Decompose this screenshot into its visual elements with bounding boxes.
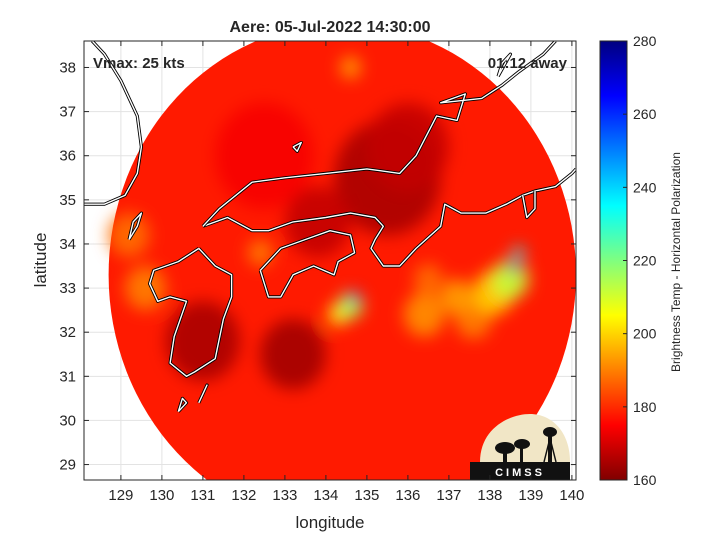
colorbar-ticks: 160 180 200 220 240 260 280	[623, 33, 657, 488]
time-offset-annotation: 01:12 away	[488, 55, 568, 72]
tb-feature	[340, 56, 361, 79]
tb-feature	[260, 318, 326, 390]
tb-feature	[125, 266, 166, 311]
tb-feature	[414, 263, 443, 295]
y-tick-label: 33	[59, 280, 76, 297]
x-axis-label: longitude	[295, 513, 364, 532]
x-tick-label: 131	[190, 487, 215, 504]
chart-title: Aere: 05-Jul-2022 14:30:00	[229, 19, 430, 36]
tb-feature	[512, 246, 525, 259]
y-axis-label: latitude	[31, 233, 50, 288]
colorbar	[599, 40, 628, 481]
x-tick-label: 138	[477, 487, 502, 504]
tb-feature	[491, 259, 529, 300]
coastline	[292, 141, 302, 152]
colorbar-tick-label: 180	[633, 399, 657, 415]
colorbar-tick-label: 200	[633, 326, 657, 342]
y-tick-label: 36	[59, 148, 76, 165]
colorbar-tick-label: 240	[633, 179, 657, 195]
convective-features	[108, 56, 529, 390]
tb-feature	[366, 102, 449, 192]
colorbar-tick-label: 260	[633, 106, 657, 122]
x-tick-label: 140	[559, 487, 584, 504]
coastline	[202, 168, 576, 267]
x-tick-label: 139	[518, 487, 543, 504]
coastline	[148, 247, 233, 377]
tb-feature	[215, 102, 314, 209]
coastline	[259, 230, 356, 298]
x-tick-label: 134	[313, 487, 338, 504]
tb-feature	[440, 279, 474, 315]
vmax-annotation: Vmax: 25 kts	[93, 55, 185, 72]
y-tick-label: 37	[59, 104, 76, 121]
x-tick-label: 130	[149, 487, 174, 504]
y-tick-label: 31	[59, 368, 76, 385]
axes-frame	[83, 40, 577, 481]
coastline	[177, 397, 188, 413]
colorbar-label: Brightness Temp - Horizontal Polarizatio…	[669, 152, 683, 372]
axis-ticks: 129 130 131 132 133 134 135 136 137 138 139 140 29 30…	[59, 41, 584, 504]
y-tick-label: 29	[59, 457, 76, 474]
x-tick-label: 132	[231, 487, 256, 504]
coastline	[128, 212, 143, 240]
y-tick-label: 34	[59, 236, 76, 253]
tb-feature	[403, 292, 445, 337]
cimss-logo-text: CIMSS	[495, 467, 545, 479]
colorbar-tick-label: 160	[633, 472, 657, 488]
coastline	[497, 53, 512, 77]
y-tick-label: 35	[59, 192, 76, 209]
tb-feature	[247, 239, 273, 267]
coastline	[198, 384, 208, 404]
colorbar-tick-label: 220	[633, 253, 657, 269]
y-tick-label: 30	[59, 412, 76, 429]
x-tick-label: 136	[395, 487, 420, 504]
coastlines	[84, 41, 576, 413]
tb-feature	[349, 291, 360, 303]
cimss-logo: CIMSS	[470, 414, 570, 480]
tb-feature	[509, 260, 520, 272]
coastline	[522, 191, 536, 219]
x-tick-label: 129	[108, 487, 133, 504]
colorbar-tick-label: 280	[633, 33, 657, 49]
coastline	[84, 41, 143, 205]
coastline	[202, 41, 557, 227]
x-tick-label: 137	[436, 487, 461, 504]
y-tick-label: 38	[59, 59, 76, 76]
x-tick-label: 135	[354, 487, 379, 504]
x-tick-label: 133	[272, 487, 297, 504]
y-tick-label: 32	[59, 324, 76, 341]
